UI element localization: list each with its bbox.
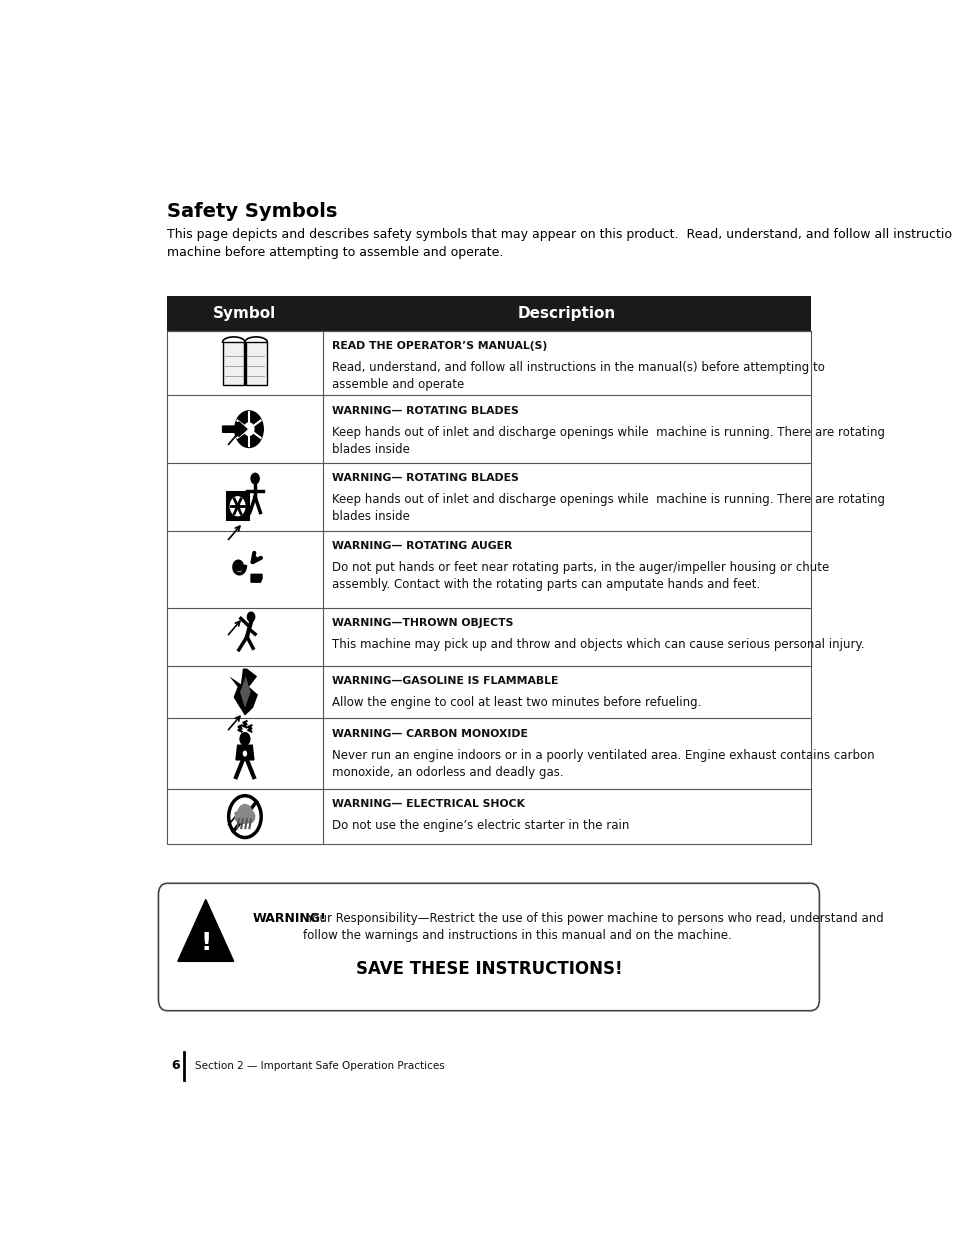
Text: Description: Description — [517, 306, 615, 321]
Circle shape — [247, 613, 254, 621]
Text: Safety Symbols: Safety Symbols — [167, 203, 337, 221]
Text: WARNING— ELECTRICAL SHOCK: WARNING— ELECTRICAL SHOCK — [332, 799, 525, 809]
Bar — [167, 331, 810, 845]
Text: Read, understand, and follow all instructions in the manual(s) before attempting: Read, understand, and follow all instruc… — [332, 361, 824, 391]
Polygon shape — [177, 899, 233, 961]
Text: Keep hands out of inlet and discharge openings while  machine is running. There : Keep hands out of inlet and discharge op… — [332, 426, 884, 456]
FancyBboxPatch shape — [222, 342, 243, 385]
Text: Never run an engine indoors or in a poorly ventilated area. Engine exhaust conta: Never run an engine indoors or in a poor… — [332, 748, 874, 778]
Text: WARNING— ROTATING BLADES: WARNING— ROTATING BLADES — [332, 473, 518, 483]
Text: 6: 6 — [171, 1060, 179, 1072]
Text: WARNING— CARBON MONOXIDE: WARNING— CARBON MONOXIDE — [332, 729, 528, 739]
Circle shape — [240, 732, 250, 745]
FancyBboxPatch shape — [158, 883, 819, 1010]
Circle shape — [234, 411, 263, 447]
Text: !: ! — [200, 931, 212, 955]
Circle shape — [251, 473, 259, 484]
Text: WARNING—GASOLINE IS FLAMMABLE: WARNING—GASOLINE IS FLAMMABLE — [332, 677, 558, 687]
Text: WARNING—THROWN OBJECTS: WARNING—THROWN OBJECTS — [332, 618, 513, 627]
FancyBboxPatch shape — [246, 342, 267, 385]
Circle shape — [237, 804, 252, 824]
Text: WARNING!: WARNING! — [252, 911, 326, 925]
Polygon shape — [222, 422, 247, 436]
Text: Keep hands out of inlet and discharge openings while  machine is running. There : Keep hands out of inlet and discharge op… — [332, 494, 884, 524]
Text: Symbol: Symbol — [213, 306, 276, 321]
Text: READ THE OPERATOR’S MANUAL(S): READ THE OPERATOR’S MANUAL(S) — [332, 341, 547, 351]
Text: WARNING— ROTATING BLADES: WARNING— ROTATING BLADES — [332, 406, 518, 416]
Polygon shape — [235, 745, 253, 760]
Circle shape — [230, 496, 245, 516]
Circle shape — [241, 750, 248, 758]
Text: Your Responsibility—Restrict the use of this power machine to persons who read, : Your Responsibility—Restrict the use of … — [302, 911, 882, 942]
Text: Allow the engine to cool at least two minutes before refueling.: Allow the engine to cool at least two mi… — [332, 697, 700, 709]
Polygon shape — [251, 574, 262, 582]
Text: WARNING— ROTATING AUGER: WARNING— ROTATING AUGER — [332, 541, 512, 551]
Circle shape — [245, 810, 254, 823]
Text: Section 2 — Important Safe Operation Practices: Section 2 — Important Safe Operation Pra… — [195, 1061, 445, 1071]
Text: Do not use the engine’s electric starter in the rain: Do not use the engine’s electric starter… — [332, 819, 629, 832]
Text: This page depicts and describes safety symbols that may appear on this product. : This page depicts and describes safety s… — [167, 228, 953, 259]
Circle shape — [235, 810, 245, 823]
Bar — [227, 492, 249, 520]
Polygon shape — [240, 677, 251, 708]
Circle shape — [244, 422, 253, 436]
Text: This machine may pick up and throw and objects which can cause serious personal : This machine may pick up and throw and o… — [332, 638, 864, 651]
Bar — [167, 295, 810, 331]
Polygon shape — [230, 668, 257, 715]
Text: Do not put hands or feet near rotating parts, in the auger/impeller housing or c: Do not put hands or feet near rotating p… — [332, 561, 828, 592]
Text: SAVE THESE INSTRUCTIONS!: SAVE THESE INSTRUCTIONS! — [355, 961, 621, 978]
